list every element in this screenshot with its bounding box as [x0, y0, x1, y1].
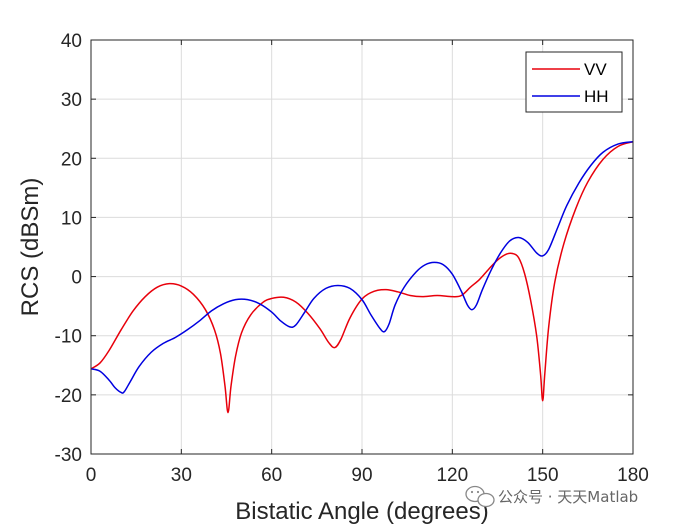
x-tick-label: 60 — [261, 465, 282, 486]
y-tick-label: 40 — [61, 31, 82, 52]
legend-label-vv: VV — [584, 60, 607, 79]
axis-ticks: 0 30 60 90 120 150 180 -30 -20 -10 0 10 20 30 40 — [55, 31, 649, 486]
x-axis-title: Bistatic Angle (degrees) — [235, 498, 488, 525]
y-tick-label: -10 — [55, 327, 82, 348]
x-tick-label: 180 — [617, 465, 649, 486]
legend: VV HH — [525, 51, 623, 113]
y-tick-label: 10 — [61, 208, 82, 229]
x-tick-label: 0 — [86, 465, 97, 486]
watermark: 公众号 · 天天Matlab — [465, 485, 638, 508]
x-tick-label: 120 — [436, 465, 468, 486]
y-tick-label: 30 — [61, 90, 82, 111]
watermark-text: 公众号 · 天天Matlab — [498, 488, 638, 506]
data-lines — [90, 140, 634, 414]
y-tick-label: -30 — [55, 445, 82, 466]
wechat-icon — [465, 485, 495, 508]
y-tick-label: 20 — [61, 149, 82, 170]
y-tick-label: 0 — [71, 268, 82, 289]
series-line-hh — [90, 140, 634, 394]
y-tick-label: -20 — [55, 386, 82, 407]
legend-label-hh: HH — [584, 87, 609, 106]
legend-box — [525, 51, 623, 113]
x-tick-label: 90 — [351, 465, 372, 486]
x-tick-label: 30 — [171, 465, 192, 486]
y-axis-title: RCS (dBSm) — [17, 178, 44, 317]
x-tick-label: 150 — [527, 465, 559, 486]
